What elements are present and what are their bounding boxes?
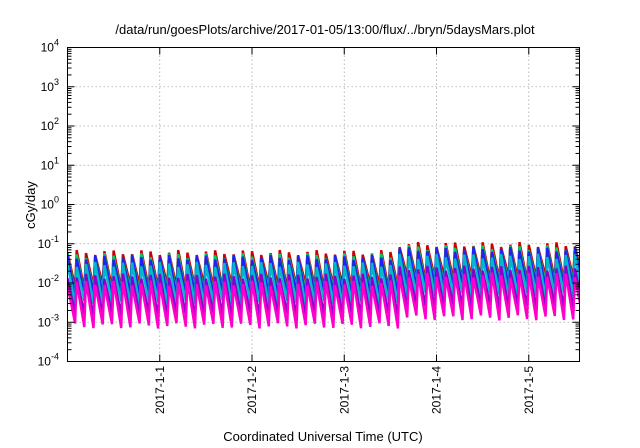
x-tick-label: 2017-1-2 xyxy=(245,366,259,414)
y-tick-label: 103 xyxy=(41,77,59,94)
series-line xyxy=(67,265,580,318)
x-axis: 2017-1-1 2017-1-2 2017-1-3 2017-1-4 2017-1-5 xyxy=(153,47,536,414)
y-axis-label: cGy/day xyxy=(23,181,38,229)
y-tick-label: 100 xyxy=(41,195,59,212)
y-tick-label: 104 xyxy=(41,38,59,55)
x-tick-label: 2017-1-3 xyxy=(337,366,351,414)
y-tick-label: 101 xyxy=(41,155,59,172)
series-line xyxy=(67,253,580,307)
y-tick-label: 102 xyxy=(41,116,59,133)
y-tick-label: 10-4 xyxy=(38,352,59,369)
x-axis-label: Coordinated Universal Time (UTC) xyxy=(223,429,422,444)
x-tick-label: 2017-1-1 xyxy=(153,366,167,414)
y-tick-label: 10-1 xyxy=(38,234,59,251)
series-line xyxy=(67,272,580,329)
chart-title: /data/run/goesPlots/archive/2017-01-05/1… xyxy=(115,22,535,37)
x-tick-label: 2017-1-5 xyxy=(522,366,536,414)
series-lines xyxy=(67,241,580,329)
y-tick-label: 10-3 xyxy=(38,312,59,329)
y-axis: 10-4 10-3 10-2 10-1 100 101 102 103 104 xyxy=(38,38,580,369)
x-tick-label: 2017-1-4 xyxy=(430,366,444,414)
y-tick-label: 10-2 xyxy=(38,273,59,290)
